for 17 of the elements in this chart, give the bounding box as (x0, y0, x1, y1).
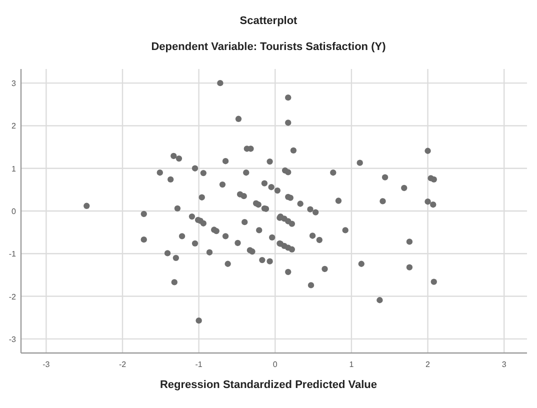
x-tick-label: 3 (502, 360, 507, 369)
x-tick-label: 1 (349, 360, 354, 369)
x-tick-label: -2 (118, 360, 127, 369)
x-tick-label: 0 (272, 360, 278, 369)
y-tick-label: 1 (12, 164, 17, 174)
x-tick-label: -1 (195, 360, 203, 369)
chart-subtitle: Dependent Variable: Tourists Satisfaction (Y) (151, 41, 386, 53)
x-tick-label: 2 (426, 360, 431, 369)
y-tick-label: 3 (12, 79, 17, 88)
y-tick-label: -2 (8, 292, 17, 302)
x-tick-label: -3 (42, 360, 50, 369)
x-axis-title: Regression Standardized Predicted Value (160, 379, 378, 391)
y-tick-label: -3 (8, 334, 17, 344)
y-tick-label: 2 (12, 122, 17, 131)
y-tick-label: -1 (8, 250, 17, 259)
y-tick-label: 0 (12, 207, 17, 216)
chart-title: Scatterplot (240, 15, 298, 27)
